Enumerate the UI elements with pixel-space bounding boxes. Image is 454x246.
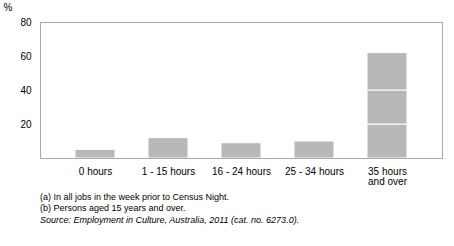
svg-text:20: 20 [20, 119, 32, 130]
svg-text:40: 40 [20, 85, 32, 96]
svg-text:1 - 15 hours: 1 - 15 hours [142, 166, 195, 177]
svg-text:%: % [4, 2, 13, 13]
svg-text:0 hours: 0 hours [79, 166, 112, 177]
svg-text:60: 60 [20, 51, 32, 62]
svg-text:25 - 34 hours: 25 - 34 hours [285, 166, 344, 177]
html-text:Source: Employment in Culture,: Source: Employment in Culture, Australia… [40, 214, 300, 225]
svg-text:35 hoursand over: 35 hoursand over [368, 166, 408, 187]
html-text:(a) In all jobs in the week pr: (a) In all jobs in the week prior to Cen… [40, 192, 230, 202]
html-text:(b) Persons aged 15 years and: (b) Persons aged 15 years and over. [40, 203, 186, 214]
svg-text:80: 80 [20, 17, 32, 28]
svg-text:16 - 24 hours: 16 - 24 hours [212, 166, 271, 177]
